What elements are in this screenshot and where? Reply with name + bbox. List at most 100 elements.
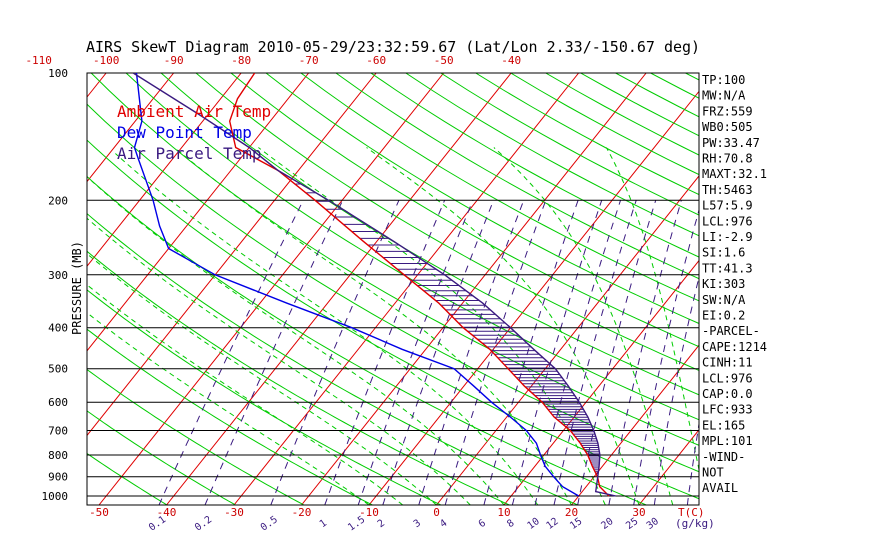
- sidebar-stat: EL:165: [702, 418, 745, 432]
- pressure-axis-label: PRESSURE (MB): [70, 241, 84, 335]
- sidebar-stat: KI:303: [702, 277, 745, 291]
- top-temperature-tick-label: -90: [164, 54, 184, 67]
- dry-adiabat-line: [230, 73, 699, 348]
- isotherm-line: [638, 428, 699, 505]
- pressure-tick-label: 400: [48, 322, 68, 335]
- mixing-ratio-unit-label: (g/kg): [675, 517, 715, 530]
- mixing-ratio-tick-label: 30: [645, 516, 661, 532]
- dry-adiabat-line: [87, 328, 373, 505]
- dry-adiabat-line: [370, 73, 699, 258]
- mixing-ratio-line: [608, 200, 682, 505]
- mixing-ratio-line: [357, 200, 474, 505]
- dry-adiabat-line: [90, 73, 699, 446]
- sidebar-stat: LCL:976: [702, 371, 753, 385]
- isotherm-line: [233, 73, 580, 505]
- chart-title: AIRS SkewT Diagram 2010-05-29/23:32:59.6…: [86, 38, 700, 56]
- isotherm-line: [87, 73, 242, 268]
- cape-hatch-area: [283, 174, 600, 478]
- plot-area: [87, 73, 699, 505]
- moist-adiabat-line: [87, 217, 471, 505]
- sidebar-stat: TH:5463: [702, 183, 753, 197]
- top-temperature-tick-label: -60: [366, 54, 386, 67]
- profile-series: [132, 73, 616, 497]
- sidebar-stat: LI:-2.9: [702, 230, 753, 244]
- pressure-tick-label: 600: [48, 396, 68, 409]
- sidebar-stat: LCL:976: [702, 214, 753, 228]
- sidebar-stat: CINH:11: [702, 356, 753, 370]
- dry-adiabat-line: [87, 212, 578, 505]
- sidebar-stat: PW:33.47: [702, 136, 760, 150]
- dry-adiabat-line: [87, 250, 510, 505]
- dry-adiabat-line: [125, 73, 699, 421]
- ambient-air-temp-line: [228, 73, 610, 497]
- isotherm-lines: [87, 73, 870, 505]
- top-temperature-tick-label: -50: [434, 54, 454, 67]
- moist-adiabat-line: [91, 180, 505, 505]
- mixing-ratio-tick-label: 8: [505, 518, 516, 530]
- sidebar-stat: MPL:101: [702, 434, 753, 448]
- mixing-ratio-line: [382, 200, 494, 505]
- sidebar-stat: NOT: [702, 466, 724, 480]
- moist-adiabat-line: [87, 253, 437, 505]
- pressure-tick-label: 500: [48, 363, 68, 376]
- pressure-tick-label: 200: [48, 194, 68, 207]
- mixing-ratio-tick-label: 0.2: [193, 514, 214, 533]
- dry-adiabat-line: [87, 289, 442, 505]
- bottom-temperature-tick-label: 30: [632, 506, 645, 519]
- legend-entry: Air Parcel Temp: [117, 144, 262, 163]
- mixing-ratio-line: [270, 200, 400, 505]
- sidebar-stat: LFC:933: [702, 403, 753, 417]
- moist-adiabat-line: [87, 284, 404, 505]
- mixing-ratio-tick-label: 2: [376, 518, 387, 530]
- bottom-temperature-tick-label: -10: [359, 506, 379, 519]
- mixing-ratio-tick-label: 0.5: [259, 514, 280, 533]
- mixing-ratio-tick-label: 1: [318, 518, 329, 530]
- dry-adiabat-line: [87, 410, 236, 505]
- isotherm-line: [166, 73, 512, 505]
- top-axis-unit-label: T(C): [678, 506, 705, 519]
- mixing-ratio-line: [158, 200, 304, 505]
- isotherm-line: [368, 90, 699, 505]
- sidebar-stat: MAXT:32.1: [702, 167, 767, 181]
- isotherm-line: [571, 344, 699, 505]
- mixing-ratio-line: [653, 275, 699, 505]
- mixing-ratio-line: [633, 208, 699, 505]
- mixing-ratio-tick-label: 3: [412, 518, 423, 530]
- isotherm-line: [98, 73, 445, 505]
- dry-adiabat-line: [195, 73, 699, 372]
- dry-adiabat-line: [300, 73, 699, 302]
- isotherm-line: [774, 73, 870, 505]
- isotherm-line: [503, 259, 699, 505]
- sidebar-stat: FRZ:559: [702, 104, 753, 118]
- dry-adiabat-line: [265, 73, 699, 325]
- legend-entry: Dew Point Temp: [117, 123, 252, 142]
- mixing-ratio-line: [534, 200, 621, 505]
- top-temperature-tick-label: -70: [299, 54, 319, 67]
- isotherm-line: [301, 73, 647, 505]
- isotherm-line: [87, 73, 377, 437]
- mixing-ratio-line: [324, 200, 446, 505]
- mixing-ratio-tick-label: 6: [477, 518, 488, 530]
- sidebar-stat: MW:N/A: [702, 89, 746, 103]
- sidebar-stat: RH:70.8: [702, 152, 753, 166]
- sidebar-stat: AVAIL: [702, 481, 738, 495]
- plot-background: [87, 73, 699, 505]
- sidebar-stat: EI:0.2: [702, 309, 745, 323]
- sidebar-stat: SW:N/A: [702, 293, 746, 307]
- dry-adiabat-line: [87, 452, 168, 505]
- sidebar-stat: CAP:0.0: [702, 387, 753, 401]
- dry-adiabat-line: [87, 368, 305, 505]
- legend: Ambient Air Temp Dew Point Temp Air Parcel…: [117, 102, 271, 163]
- bottom-temperature-tick-label: 0: [433, 506, 440, 519]
- mixing-ratio-line: [686, 421, 699, 505]
- sidebar-stat: TT:41.3: [702, 261, 753, 275]
- bottom-temperature-tick-label: -40: [157, 506, 177, 519]
- sidebar-stat: CAPE:1214: [702, 340, 767, 354]
- dry-adiabat-line: [755, 73, 870, 505]
- top-temperature-tick-label: -100: [93, 54, 120, 67]
- moist-adiabat-line: [87, 312, 370, 505]
- moist-adiabat-line: [115, 153, 539, 505]
- mixing-ratio-line: [204, 200, 344, 505]
- isobar-lines: [86, 72, 700, 506]
